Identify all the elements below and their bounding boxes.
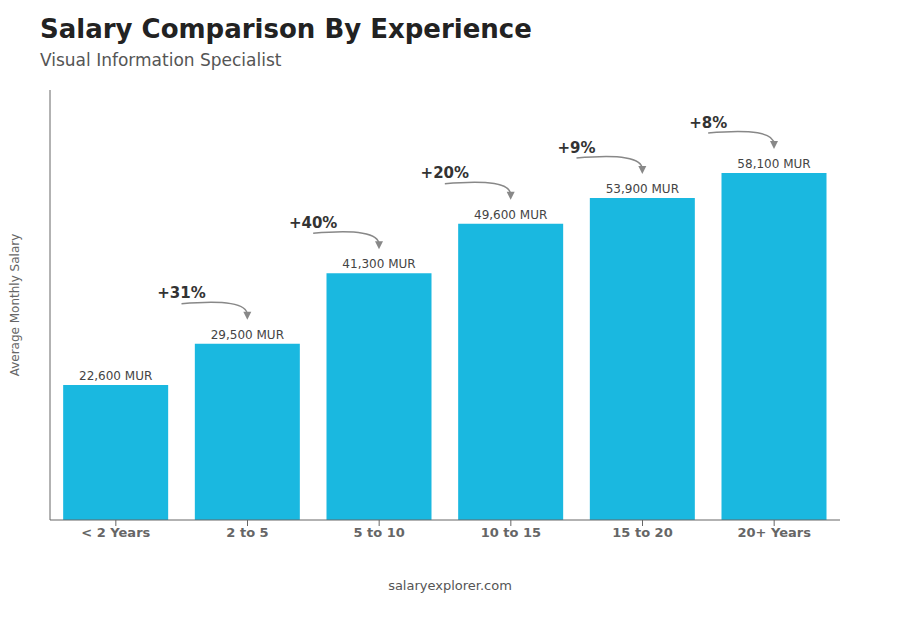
- svg-text:49,600 MUR: 49,600 MUR: [474, 208, 547, 222]
- html-text:salaryexplorer.com: salaryexplorer.com: [388, 578, 512, 593]
- svg-text:29,500 MUR: 29,500 MUR: [211, 328, 284, 342]
- svg-text:+9%: +9%: [557, 139, 595, 157]
- svg-text:+31%: +31%: [157, 284, 205, 302]
- svg-text:+8%: +8%: [689, 114, 727, 132]
- svg-text:+40%: +40%: [289, 214, 337, 232]
- svg-text:5 to 10: 5 to 10: [353, 525, 404, 540]
- html-text:Salary Comparison By Experienc: Salary Comparison By Experience: [40, 14, 532, 44]
- svg-text:41,300 MUR: 41,300 MUR: [342, 257, 415, 271]
- svg-text:< 2 Years: < 2 Years: [81, 525, 150, 540]
- svg-text:Average Monthly Salary: Average Monthly Salary: [8, 234, 22, 377]
- svg-text:53,900 MUR: 53,900 MUR: [606, 182, 679, 196]
- svg-text:10 to 15: 10 to 15: [481, 525, 541, 540]
- svg-text:20+ Years: 20+ Years: [737, 525, 811, 540]
- svg-text:+20%: +20%: [421, 164, 469, 182]
- svg-text:2 to 5: 2 to 5: [226, 525, 268, 540]
- html-text:Visual Information Specialist: Visual Information Specialist: [40, 50, 282, 70]
- svg-text:22,600 MUR: 22,600 MUR: [79, 369, 152, 383]
- svg-text:15 to 20: 15 to 20: [612, 525, 672, 540]
- svg-text:58,100 MUR: 58,100 MUR: [737, 157, 810, 171]
